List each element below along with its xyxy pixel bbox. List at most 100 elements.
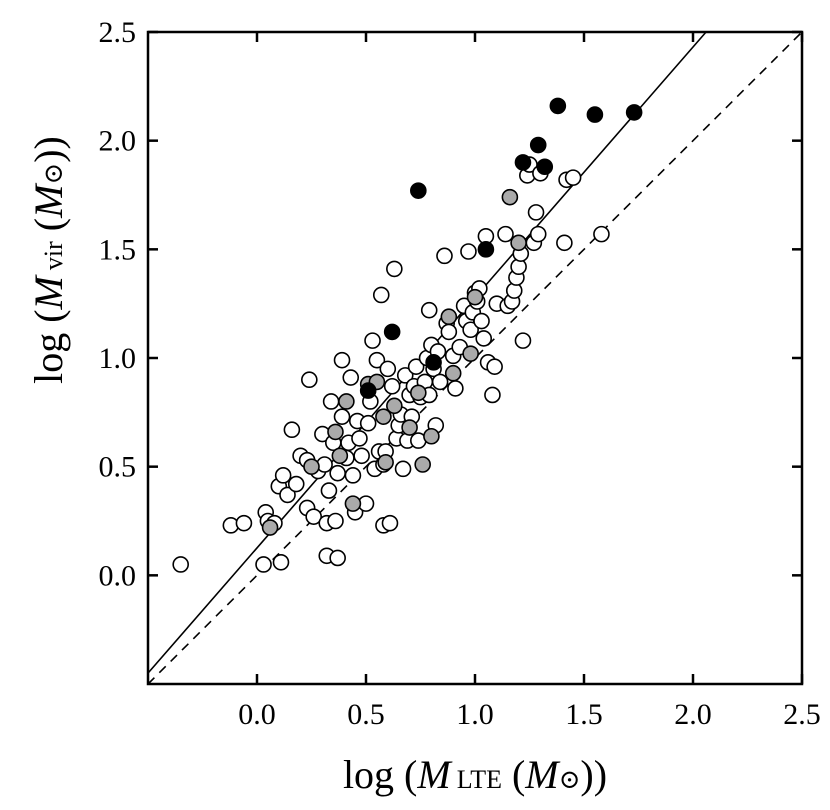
data-point-open xyxy=(462,321,479,339)
data-point-open xyxy=(329,549,346,567)
data-point-black xyxy=(359,382,377,399)
data-point-open xyxy=(368,351,386,369)
data-point-gray xyxy=(440,308,458,326)
x-tick-label: 2.0 xyxy=(674,698,712,731)
y-tick-label: 0.5 xyxy=(99,451,137,484)
y-axis-label: log (Mvir (M⊙)) xyxy=(26,136,71,384)
data-point-open xyxy=(514,332,532,349)
data-point-open xyxy=(255,556,272,573)
data-point-open xyxy=(320,482,338,499)
axis-ticks xyxy=(148,30,804,684)
data-point-open xyxy=(333,351,351,369)
one-to-one-line xyxy=(147,31,803,685)
data-point-gray xyxy=(338,393,355,410)
data-point-open xyxy=(593,225,610,243)
data-point-open xyxy=(486,358,503,375)
data-point-gray xyxy=(344,495,362,512)
data-point-black xyxy=(549,97,567,115)
data-point-black xyxy=(536,158,554,176)
y-tick-label: 1.5 xyxy=(99,233,137,266)
data-point-open xyxy=(172,556,189,573)
data-point-black xyxy=(410,182,427,199)
data-point-open xyxy=(322,393,340,410)
x-tick-label: 1.5 xyxy=(565,698,603,731)
data-point-gray xyxy=(261,519,279,536)
data-point-open xyxy=(564,169,582,186)
data-point-open xyxy=(333,408,351,425)
data-point-gray xyxy=(414,456,431,473)
chart-marks xyxy=(147,31,803,685)
y-tick-labels: 0.0 0.5 1.0 1.5 2.0 2.5 xyxy=(99,16,137,592)
data-point-open xyxy=(274,467,292,484)
data-point-open xyxy=(301,371,318,389)
data-point-open xyxy=(287,475,305,493)
x-tick-label: 2.5 xyxy=(783,698,821,731)
data-point-open xyxy=(379,360,397,378)
data-point-open xyxy=(283,421,301,439)
y-tick-label: 1.0 xyxy=(99,342,137,375)
y-tick-label: 0.0 xyxy=(99,559,137,592)
data-point-open xyxy=(420,301,438,319)
data-point-black xyxy=(425,354,442,371)
data-point-gray xyxy=(501,188,519,206)
data-point-open xyxy=(272,553,290,571)
data-point-open xyxy=(556,234,573,252)
data-point-gray xyxy=(444,364,462,382)
data-point-gray xyxy=(510,234,527,252)
data-point-open xyxy=(436,247,453,265)
data-point-open xyxy=(431,373,449,391)
data-point-open xyxy=(473,312,490,330)
data-point-open xyxy=(353,447,370,465)
data-point-open xyxy=(329,464,346,482)
x-axis-label: log (M LTE (M⊙)) xyxy=(343,752,607,797)
data-point-open xyxy=(475,330,493,347)
y-tick-label: 2.5 xyxy=(99,16,137,49)
data-point-open xyxy=(460,243,477,260)
data-point-gray xyxy=(377,454,394,471)
x-tick-label: 1.0 xyxy=(456,698,494,731)
x-tick-label: 0.0 xyxy=(238,698,276,731)
data-point-open xyxy=(497,225,514,243)
data-point-gray xyxy=(466,288,484,306)
data-point-black xyxy=(625,104,643,121)
data-point-open xyxy=(529,225,547,243)
data-point-open xyxy=(447,380,464,397)
data-point-gray xyxy=(303,458,320,475)
data-point-black xyxy=(383,323,401,341)
data-point-open xyxy=(344,467,362,484)
data-point-open xyxy=(440,323,458,341)
data-point-open xyxy=(372,286,390,304)
data-point-gray xyxy=(401,419,418,436)
data-point-black xyxy=(477,241,495,258)
data-point-open xyxy=(383,377,401,395)
data-point-open xyxy=(396,367,414,384)
data-point-open xyxy=(527,204,545,221)
data-point-open xyxy=(342,369,360,386)
data-point-open xyxy=(386,260,403,278)
data-point-open xyxy=(305,508,322,525)
data-point-black xyxy=(529,136,547,154)
data-point-black xyxy=(514,154,532,171)
data-point-open xyxy=(407,358,425,375)
data-point-open xyxy=(381,514,399,532)
data-point-open xyxy=(279,486,296,504)
data-point-open xyxy=(351,430,368,447)
data-point-gray xyxy=(410,384,427,402)
data-point-open xyxy=(484,386,501,404)
data-point-gray xyxy=(423,427,440,445)
data-point-gray xyxy=(375,408,392,425)
data-point-black xyxy=(586,106,604,123)
data-point-open xyxy=(364,332,381,349)
x-tick-labels: 0.0 0.5 1.0 1.5 2.0 2.5 xyxy=(238,698,821,731)
data-point-gray xyxy=(462,345,479,362)
data-point-open xyxy=(394,460,412,478)
data-point-open xyxy=(359,414,377,432)
data-point-gray xyxy=(327,423,344,441)
data-point-open xyxy=(327,512,344,530)
data-point-gray xyxy=(386,397,403,415)
data-point-gray xyxy=(331,447,349,465)
y-tick-label: 2.0 xyxy=(99,125,137,158)
x-tick-label: 0.5 xyxy=(347,698,385,731)
data-point-open xyxy=(235,514,253,532)
